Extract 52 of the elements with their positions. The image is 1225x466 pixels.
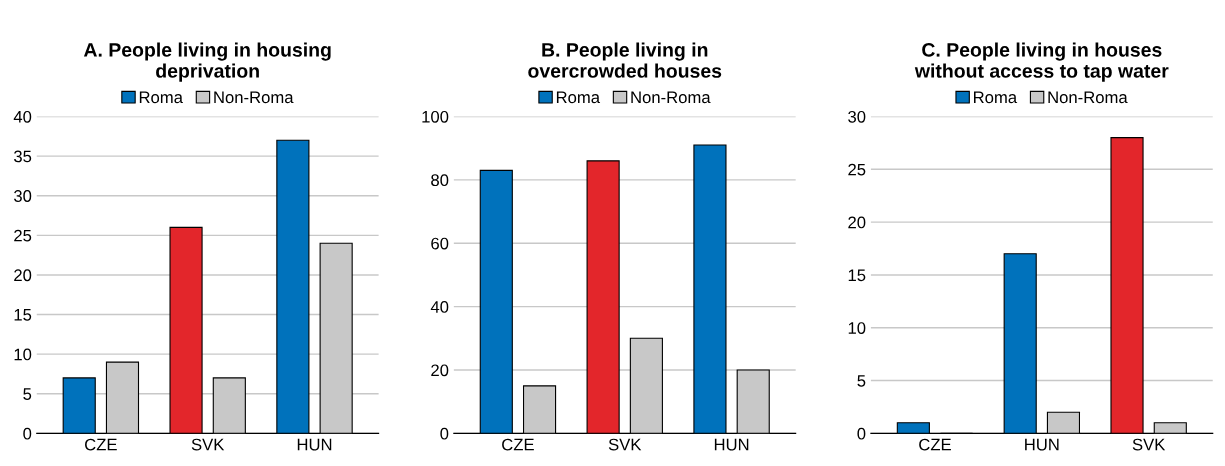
legend-label: Non-Roma — [214, 91, 294, 104]
y-tick-label: 20 — [848, 216, 866, 229]
x-tick-label: SVK — [1132, 438, 1166, 451]
bar — [1046, 411, 1081, 434]
bar — [693, 144, 727, 434]
bar — [62, 377, 96, 434]
y-tick-label: 10 — [14, 348, 32, 361]
bar — [276, 139, 310, 434]
y-tick-label: 35 — [13, 150, 32, 163]
y-tick-label: 0 — [440, 427, 449, 440]
bar — [1003, 253, 1037, 434]
y-tick-label: 40 — [13, 110, 32, 123]
y-tick-label: 60 — [431, 237, 449, 250]
chart-title: B. People living in overcrowded houses — [528, 42, 722, 78]
y-tick-label: 30 — [13, 190, 32, 202]
x-tick-label: CZE — [919, 438, 951, 451]
y-tick-label: 100 — [422, 110, 449, 123]
bar — [896, 422, 930, 434]
bar — [522, 385, 557, 434]
bar — [586, 160, 620, 434]
bar — [479, 169, 513, 434]
chart-title: A. People living in housing deprivation — [83, 42, 331, 82]
y-tick-label: 5 — [857, 375, 866, 387]
y-tick-label: 40 — [430, 301, 449, 313]
y-tick-label: 5 — [23, 388, 32, 400]
chart-title: C. People living in houses without access to tap water — [914, 42, 1169, 82]
x-tick-label: HUN — [714, 438, 749, 451]
y-tick-label: 80 — [431, 174, 449, 187]
legend-label: Roma — [556, 91, 601, 104]
y-tick-label: 30 — [848, 110, 866, 123]
y-tick-label: 20 — [431, 364, 449, 377]
y-tick-label: 15 — [14, 309, 32, 321]
bar — [169, 226, 203, 434]
bar — [1153, 422, 1187, 434]
y-tick-label: 10 — [848, 322, 866, 334]
legend-label: Non-Roma — [1048, 91, 1128, 104]
y-tick-label: 20 — [14, 269, 32, 282]
y-tick-label: 0 — [857, 427, 866, 440]
x-tick-label: SVK — [608, 438, 642, 451]
x-tick-label: CZE — [85, 438, 117, 451]
x-tick-label: HUN — [1025, 438, 1059, 451]
y-tick-label: 0 — [23, 427, 32, 440]
x-tick-label: HUN — [297, 438, 332, 451]
y-tick-label: 25 — [848, 163, 866, 176]
x-tick-label: SVK — [191, 438, 225, 451]
legend-label: Roma — [974, 91, 1018, 104]
x-tick-label: CZE — [502, 438, 534, 451]
bar — [1110, 137, 1144, 434]
legend-label: Non-Roma — [631, 91, 711, 104]
y-tick-label: 15 — [848, 269, 866, 282]
legend-label: Roma — [139, 91, 183, 104]
y-tick-label: 25 — [14, 229, 32, 242]
